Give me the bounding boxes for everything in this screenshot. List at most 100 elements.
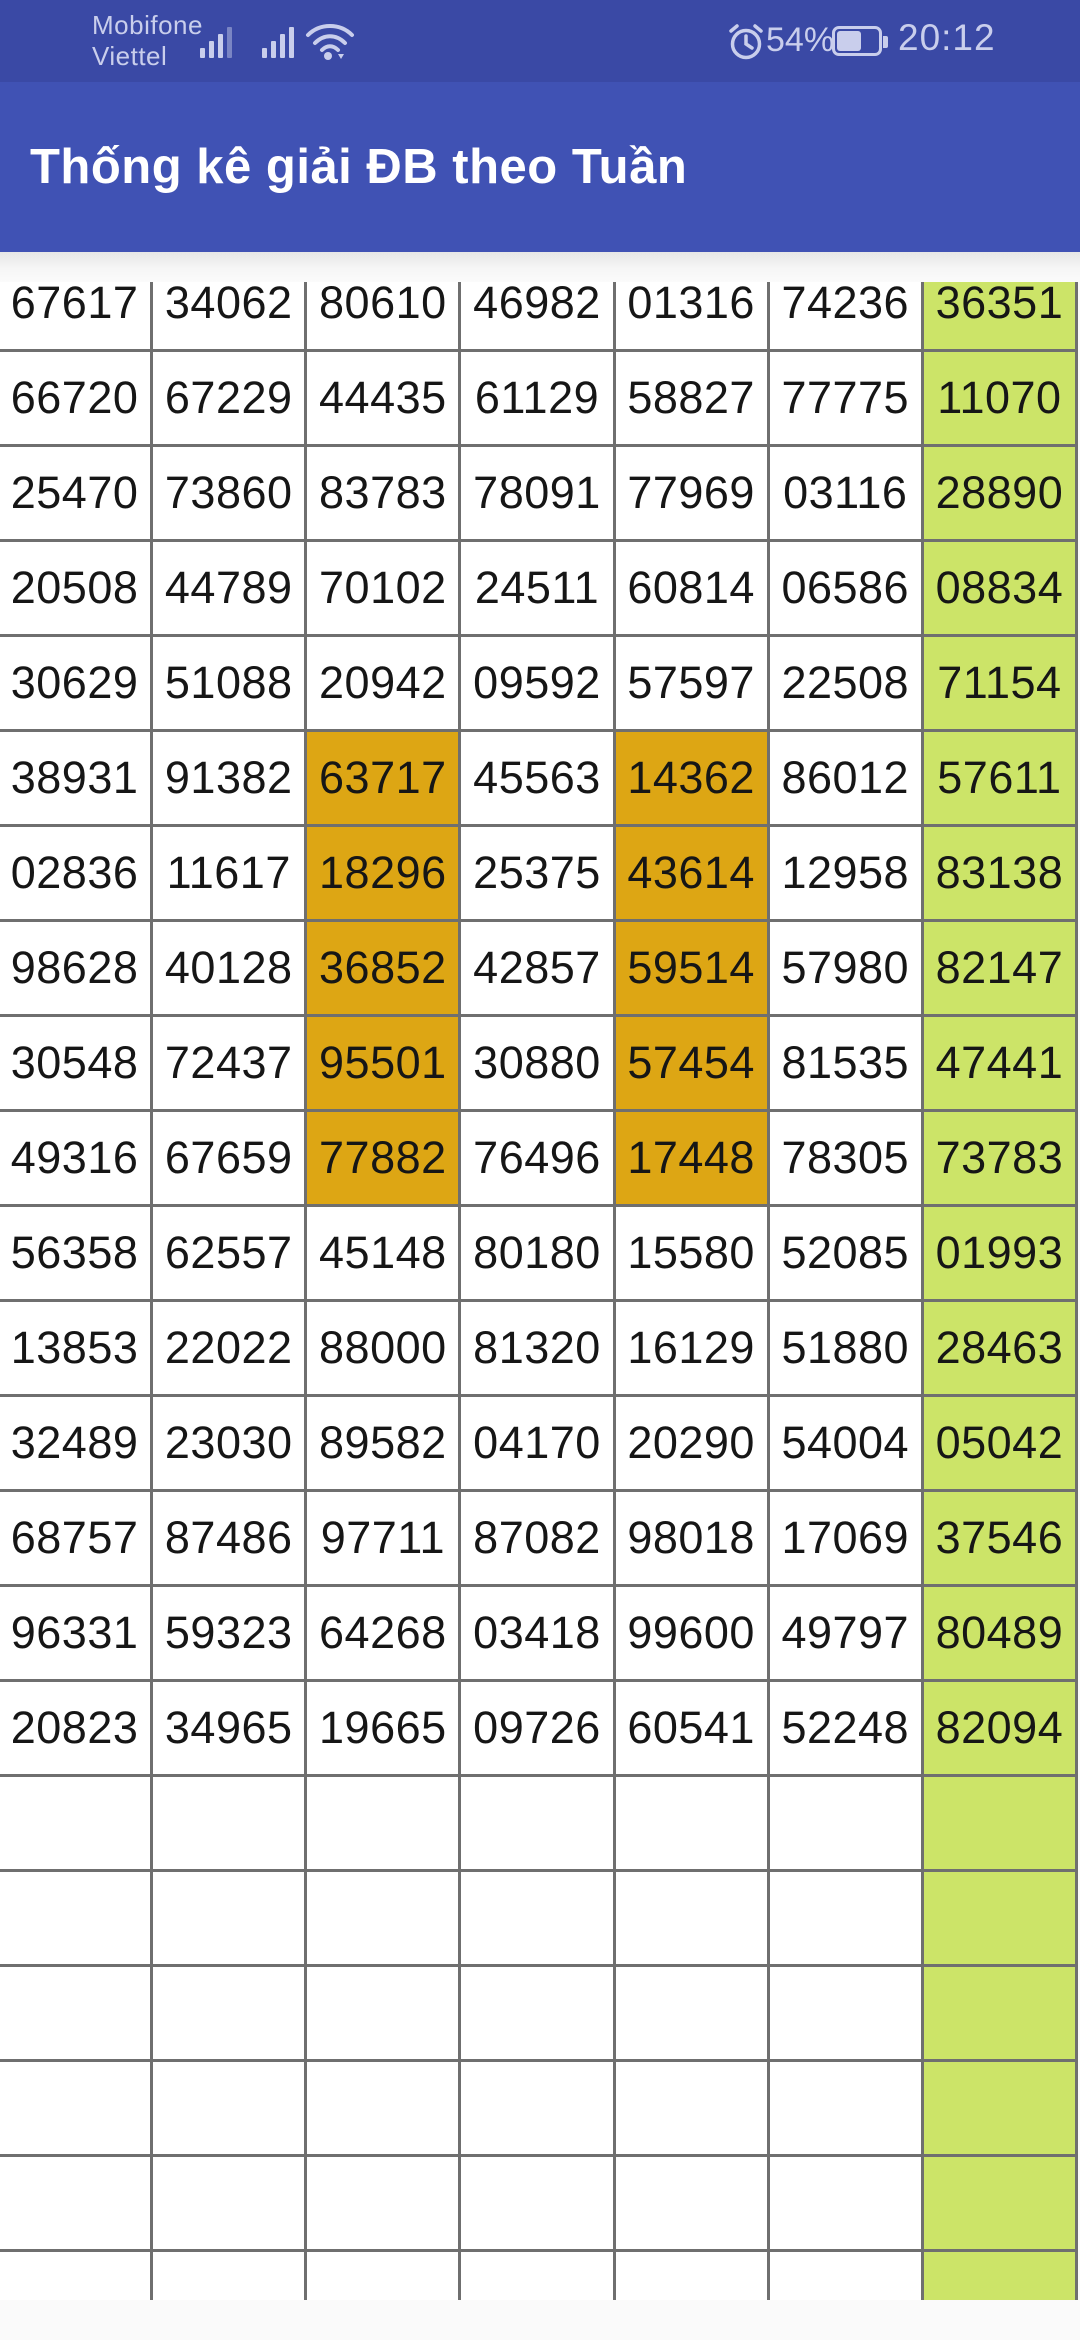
results-scroll-area[interactable]: 67617 34062 80610 46982 01316 74236 36351 66720… <box>0 254 1080 2300</box>
table-cell: 49316 <box>0 1109 154 1207</box>
table-cell: 52248 <box>766 1679 924 1777</box>
table-cell: 52085 <box>766 1204 924 1302</box>
status-clock: 20:12 <box>898 17 996 58</box>
table-cell <box>150 2059 308 2157</box>
table-cell <box>0 1869 154 1967</box>
table-row: 56358 62557 45148 80180 15580 52085 01993 <box>0 1204 1079 1302</box>
prize-cell-green: 82094 <box>920 1679 1079 1777</box>
table-cell: 98628 <box>0 919 154 1017</box>
prize-cell-green <box>920 1964 1079 2062</box>
table-cell: 42857 <box>458 919 616 1017</box>
prize-cell-green <box>920 2249 1079 2300</box>
table-cell: 45563 <box>458 729 616 827</box>
app-bar-shadow <box>0 252 1080 282</box>
table-cell <box>458 1774 616 1872</box>
battery-icon <box>832 26 888 56</box>
table-cell: 91382 <box>150 729 308 827</box>
table-cell: 77775 <box>766 349 924 447</box>
table-cell: 25375 <box>458 824 616 922</box>
table-cell: 16129 <box>612 1299 770 1397</box>
table-cell <box>150 1964 308 2062</box>
table-cell: 61129 <box>458 349 616 447</box>
table-cell: 22508 <box>766 634 924 732</box>
table-cell: 78091 <box>458 444 616 542</box>
table-cell: 15580 <box>612 1204 770 1302</box>
table-cell: 44435 <box>304 349 462 447</box>
prize-cell-green: 05042 <box>920 1394 1079 1492</box>
app-bar: Thống kê giải ĐB theo Tuần <box>0 82 1080 252</box>
table-cell: 77969 <box>612 444 770 542</box>
table-cell <box>612 1964 770 2062</box>
table-cell: 03418 <box>458 1584 616 1682</box>
prize-cell-green: 37546 <box>920 1489 1079 1587</box>
table-cell: 19665 <box>304 1679 462 1777</box>
table-row: 25470 73860 83783 78091 77969 03116 28890 <box>0 444 1079 542</box>
prize-cell-green: 01993 <box>920 1204 1079 1302</box>
table-cell: 45148 <box>304 1204 462 1302</box>
table-cell <box>150 2154 308 2252</box>
prize-cell-green: 11070 <box>920 349 1079 447</box>
table-row: 66720 67229 44435 61129 58827 77775 11070 <box>0 349 1079 447</box>
table-cell: 60814 <box>612 539 770 637</box>
battery-percent: 54% <box>766 21 835 59</box>
table-cell <box>304 1869 462 1967</box>
table-cell <box>458 2059 616 2157</box>
table-row: 96331 59323 64268 03418 99600 49797 80489 <box>0 1584 1079 1682</box>
wifi-icon <box>304 20 356 67</box>
prize-cell-green: 71154 <box>920 634 1079 732</box>
cell-signal-icon-2 <box>262 27 294 58</box>
table-cell: 30629 <box>0 634 154 732</box>
table-cell <box>612 2059 770 2157</box>
table-cell: 96331 <box>0 1584 154 1682</box>
carrier-line-2: Viettel <box>92 41 168 71</box>
table-cell: 20942 <box>304 634 462 732</box>
table-cell: 59323 <box>150 1584 308 1682</box>
table-cell: 13853 <box>0 1299 154 1397</box>
table-cell: 30880 <box>458 1014 616 1112</box>
table-cell: 06586 <box>766 539 924 637</box>
table-row: 38931 91382 63717 45563 14362 86012 57611 <box>0 729 1079 827</box>
table-cell: 51088 <box>150 634 308 732</box>
table-cell: 81320 <box>458 1299 616 1397</box>
table-cell: 22022 <box>150 1299 308 1397</box>
table-cell: 87486 <box>150 1489 308 1587</box>
table-cell <box>0 1964 154 2062</box>
table-cell: 20290 <box>612 1394 770 1492</box>
table-cell: 12958 <box>766 824 924 922</box>
prize-cell-green: 28890 <box>920 444 1079 542</box>
table-cell: 04170 <box>458 1394 616 1492</box>
table-cell: 81535 <box>766 1014 924 1112</box>
table-cell: 56358 <box>0 1204 154 1302</box>
cell-signal-icon <box>200 27 232 58</box>
prize-cell-green: 80489 <box>920 1584 1079 1682</box>
table-cell <box>0 1774 154 1872</box>
table-cell: 20508 <box>0 539 154 637</box>
table-cell: 11617 <box>150 824 308 922</box>
table-cell: 02836 <box>0 824 154 922</box>
prize-cell-orange: 77882 <box>304 1109 462 1207</box>
table-row: 02836 11617 18296 25375 43614 12958 83138 <box>0 824 1079 922</box>
table-cell <box>612 1774 770 1872</box>
table-cell <box>766 2059 924 2157</box>
table-cell <box>766 2154 924 2252</box>
table-cell: 57597 <box>612 634 770 732</box>
table-cell <box>0 2249 154 2300</box>
table-cell: 51880 <box>766 1299 924 1397</box>
table-row: 32489 23030 89582 04170 20290 54004 05042 <box>0 1394 1079 1492</box>
table-cell: 25470 <box>0 444 154 542</box>
prize-cell-orange: 36852 <box>304 919 462 1017</box>
table-cell: 40128 <box>150 919 308 1017</box>
carrier-label: Mobifone Viettel <box>92 10 203 72</box>
table-cell: 76496 <box>458 1109 616 1207</box>
prize-cell-orange: 57454 <box>612 1014 770 1112</box>
table-cell: 30548 <box>0 1014 154 1112</box>
table-row <box>0 1869 1079 1967</box>
table-cell <box>150 1774 308 1872</box>
table-row: 20823 34965 19665 09726 60541 52248 82094 <box>0 1679 1079 1777</box>
table-cell: 34965 <box>150 1679 308 1777</box>
prize-cell-green: 82147 <box>920 919 1079 1017</box>
table-cell: 38931 <box>0 729 154 827</box>
table-row <box>0 2249 1079 2300</box>
prize-cell-orange: 95501 <box>304 1014 462 1112</box>
table-cell <box>304 2154 462 2252</box>
